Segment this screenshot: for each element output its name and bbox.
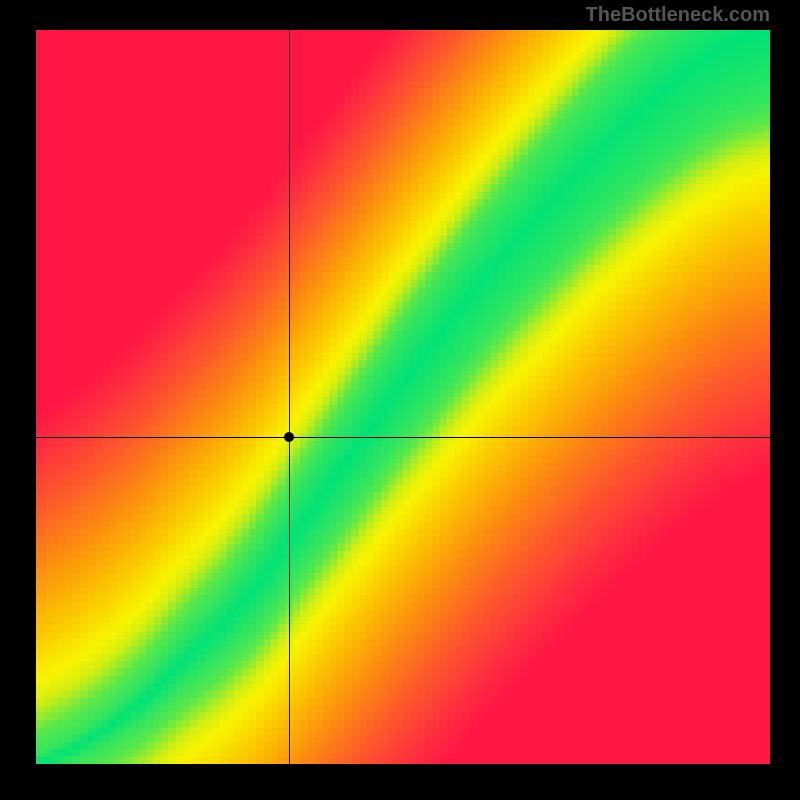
watermark-text: TheBottleneck.com — [586, 4, 770, 27]
crosshair-horizontal — [36, 437, 770, 438]
frame-bottom — [0, 764, 800, 800]
crosshair-vertical — [289, 30, 290, 764]
bottleneck-heatmap — [36, 30, 770, 764]
frame-left — [0, 0, 36, 800]
frame-right — [770, 0, 800, 800]
